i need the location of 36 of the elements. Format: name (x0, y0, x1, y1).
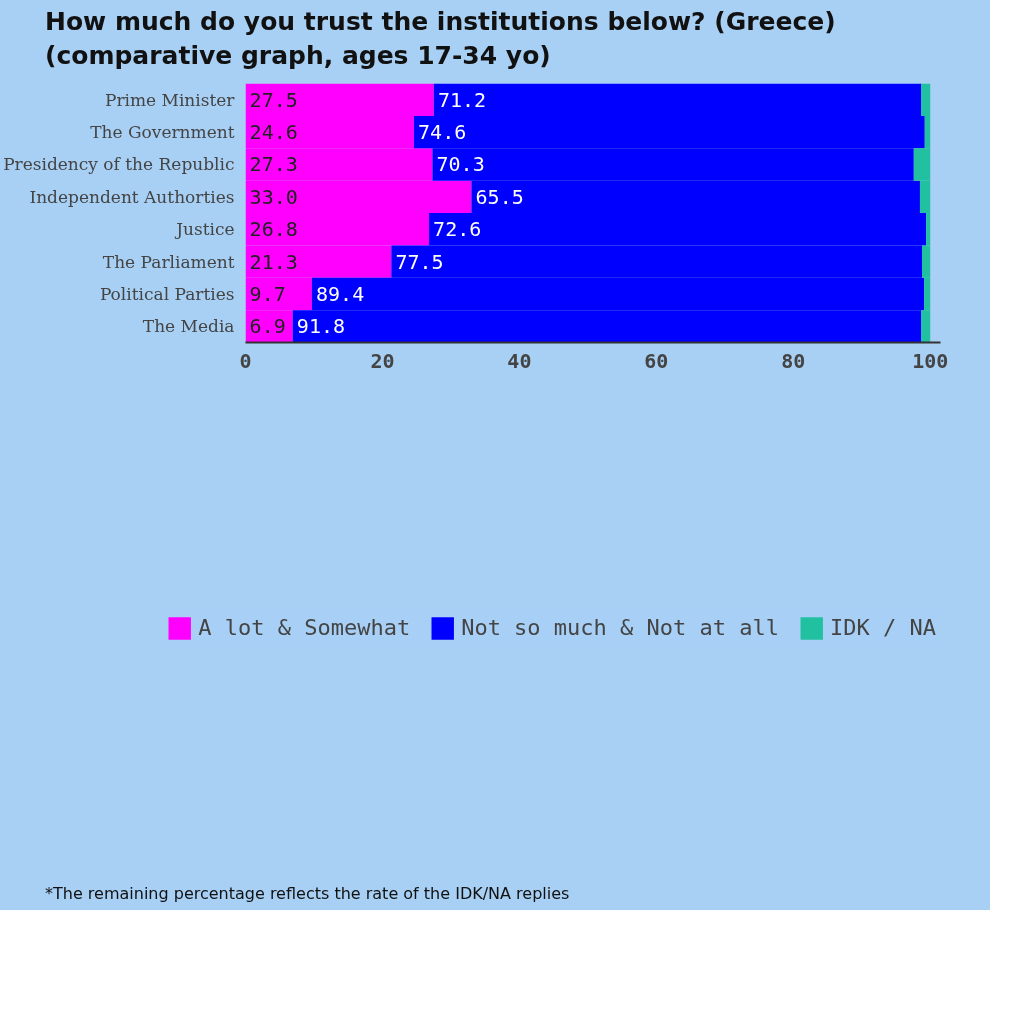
data-label: 6.9 (249, 313, 286, 338)
x-tick-label: 100 (912, 348, 949, 372)
data-label: 21.3 (249, 249, 298, 274)
data-label: 91.8 (296, 313, 346, 338)
y-tick-label: The Media (142, 315, 235, 336)
data-label: 89.4 (316, 281, 365, 306)
data-label: 9.7 (249, 281, 286, 306)
legend-label: IDK / NA (830, 615, 936, 640)
y-tick-label: Political Parties (99, 283, 235, 304)
data-label: 72.6 (433, 216, 482, 241)
x-tick-label: 40 (507, 348, 532, 372)
x-tick-label: 60 (644, 348, 669, 372)
chart-title: How much do you trust the institutions below? (Greece) (45, 6, 836, 38)
legend-label: A lot & Somewhat (198, 615, 411, 640)
y-tick-label: The Government (90, 121, 235, 142)
data-label: 33.0 (249, 184, 298, 209)
y-tick-label: Justice (174, 218, 235, 239)
y-tick-label: Presidency of the Republic (3, 153, 235, 174)
legend-label: Not so much & Not at all (461, 615, 780, 640)
chart-subtitle: (comparative graph, ages 17-34 yo) (45, 39, 552, 72)
data-label: 74.6 (418, 119, 467, 144)
data-label: 27.5 (249, 87, 298, 112)
y-tick-label: Independent Authorties (29, 186, 235, 207)
data-label: 71.2 (437, 87, 487, 112)
x-tick-label: 0 (239, 348, 252, 372)
x-tick-label: 20 (370, 348, 395, 372)
data-label: 70.3 (436, 151, 485, 176)
data-label: 26.8 (249, 216, 298, 241)
text: *The remaining percentage reflects the rate of the IDK/NA replies (45, 882, 570, 905)
data-label: 24.6 (249, 119, 298, 144)
x-tick-label: 80 (781, 348, 806, 372)
y-tick-label: The Parliament (102, 251, 235, 272)
data-label: 27.3 (249, 151, 298, 176)
y-tick-label: Prime Minister (104, 89, 236, 110)
data-label: 77.5 (395, 249, 444, 274)
data-label: 65.5 (475, 184, 524, 209)
